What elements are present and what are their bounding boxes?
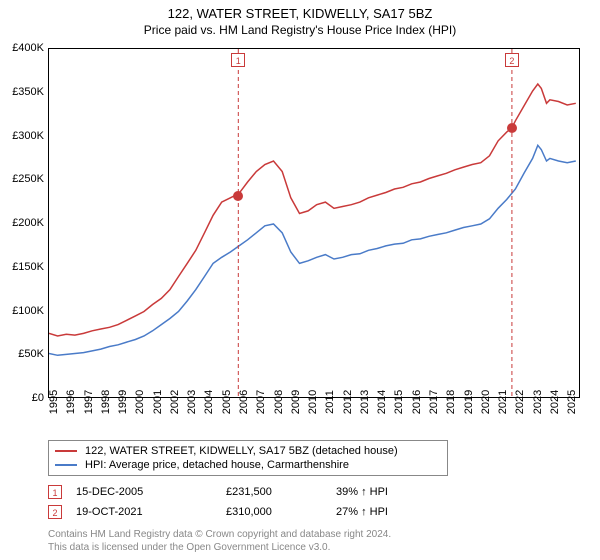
legend-swatch (55, 450, 77, 452)
y-tick-label: £0 (4, 392, 44, 404)
x-tick-label: 2020 (480, 390, 492, 414)
sale-date: 15-DEC-2005 (76, 486, 226, 498)
x-tick-label: 2008 (273, 390, 285, 414)
series-line (49, 145, 576, 355)
x-tick-label: 2019 (463, 390, 475, 414)
sale-pct: 39% ↑ HPI (336, 486, 446, 498)
x-tick-label: 1995 (48, 390, 60, 414)
sales-table: 1 15-DEC-2005£231,50039% ↑ HPI 2 19-OCT-202… (48, 482, 580, 522)
annotation-marker (507, 123, 517, 133)
x-tick-label: 2015 (393, 390, 405, 414)
plot-area: 12 (48, 48, 580, 398)
chart-svg (49, 49, 581, 399)
x-tick-label: 2001 (152, 390, 164, 414)
y-tick-label: £200K (4, 217, 44, 229)
x-tick-label: 2003 (186, 390, 198, 414)
legend-label: 122, WATER STREET, KIDWELLY, SA17 5BZ (d… (85, 445, 398, 457)
sale-date: 19-OCT-2021 (76, 506, 226, 518)
x-tick-label: 2014 (376, 390, 388, 414)
x-tick-label: 2017 (428, 390, 440, 414)
y-tick-label: £150K (4, 261, 44, 273)
sale-badge: 2 (48, 505, 62, 519)
x-tick-label: 1999 (117, 390, 129, 414)
x-tick-label: 2007 (255, 390, 267, 414)
y-tick-label: £300K (4, 130, 44, 142)
sale-badge: 1 (48, 485, 62, 499)
y-tick-label: £350K (4, 86, 44, 98)
sale-row: 1 15-DEC-2005£231,50039% ↑ HPI (48, 482, 580, 502)
x-tick-label: 2000 (134, 390, 146, 414)
x-tick-label: 2006 (238, 390, 250, 414)
x-tick-label: 1997 (83, 390, 95, 414)
x-tick-label: 2022 (514, 390, 526, 414)
x-tick-label: 2024 (549, 390, 561, 414)
y-tick-label: £250K (4, 173, 44, 185)
x-tick-label: 2011 (324, 390, 336, 414)
chart-title: 122, WATER STREET, KIDWELLY, SA17 5BZ (0, 0, 600, 21)
sale-row: 2 19-OCT-2021£310,00027% ↑ HPI (48, 502, 580, 522)
x-tick-label: 2002 (169, 390, 181, 414)
annotation-marker (233, 191, 243, 201)
sale-price: £231,500 (226, 486, 336, 498)
chart-subtitle: Price paid vs. HM Land Registry's House … (0, 21, 600, 41)
y-tick-label: £400K (4, 42, 44, 54)
legend-swatch (55, 464, 77, 466)
x-tick-label: 2009 (290, 390, 302, 414)
x-tick-label: 2012 (342, 390, 354, 414)
sale-price: £310,000 (226, 506, 336, 518)
attribution: Contains HM Land Registry data © Crown c… (48, 528, 580, 554)
legend-item: 122, WATER STREET, KIDWELLY, SA17 5BZ (d… (55, 444, 441, 458)
legend-label: HPI: Average price, detached house, Carm… (85, 459, 349, 471)
y-tick-label: £100K (4, 305, 44, 317)
x-tick-label: 1996 (65, 390, 77, 414)
x-tick-label: 2025 (566, 390, 578, 414)
x-tick-label: 2010 (307, 390, 319, 414)
x-tick-label: 1998 (100, 390, 112, 414)
x-tick-label: 2004 (203, 390, 215, 414)
annotation-badge: 1 (231, 53, 245, 67)
y-tick-label: £50K (4, 348, 44, 360)
sale-pct: 27% ↑ HPI (336, 506, 446, 518)
x-tick-label: 2016 (411, 390, 423, 414)
x-tick-label: 2023 (532, 390, 544, 414)
x-tick-label: 2018 (445, 390, 457, 414)
x-tick-label: 2005 (221, 390, 233, 414)
chart-container: 122, WATER STREET, KIDWELLY, SA17 5BZ Pr… (0, 0, 600, 560)
attribution-line-2: This data is licensed under the Open Gov… (48, 541, 580, 554)
attribution-line-1: Contains HM Land Registry data © Crown c… (48, 528, 580, 541)
legend-item: HPI: Average price, detached house, Carm… (55, 458, 441, 472)
x-tick-label: 2021 (497, 390, 509, 414)
x-tick-label: 2013 (359, 390, 371, 414)
annotation-badge: 2 (505, 53, 519, 67)
legend: 122, WATER STREET, KIDWELLY, SA17 5BZ (d… (48, 440, 448, 476)
